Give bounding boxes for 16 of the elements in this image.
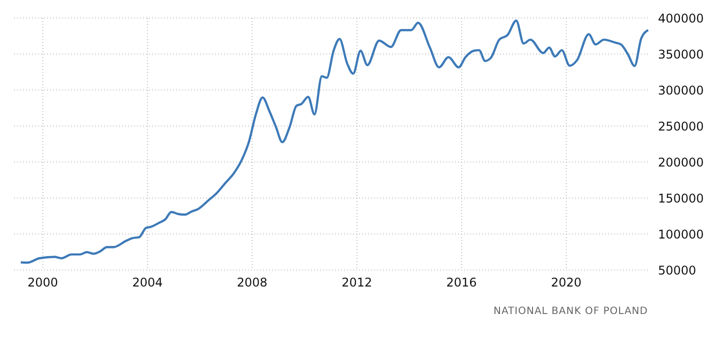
y-tick-label: 350000 [658,47,704,62]
x-tick-label: 2020 [550,276,582,290]
y-tick-label: 50000 [658,263,696,278]
y-tick-label: 100000 [658,227,704,242]
x-tick-label: 2012 [342,276,372,290]
y-tick-label: 250000 [658,119,704,134]
x-tick-label: 2004 [132,276,163,290]
line-series [20,19,650,264]
text: NATIONAL BANK OF POLAND [492,306,649,317]
x-tick-label: 2000 [28,276,58,290]
x-tick-label: 2008 [236,276,268,290]
y-tick-label: 150000 [658,191,704,206]
y-tick-label: 400000 [658,11,704,26]
y-tick-label: 200000 [658,155,704,170]
y-tick-label: 300000 [658,83,704,98]
x-tick-label: 2016 [446,276,477,290]
